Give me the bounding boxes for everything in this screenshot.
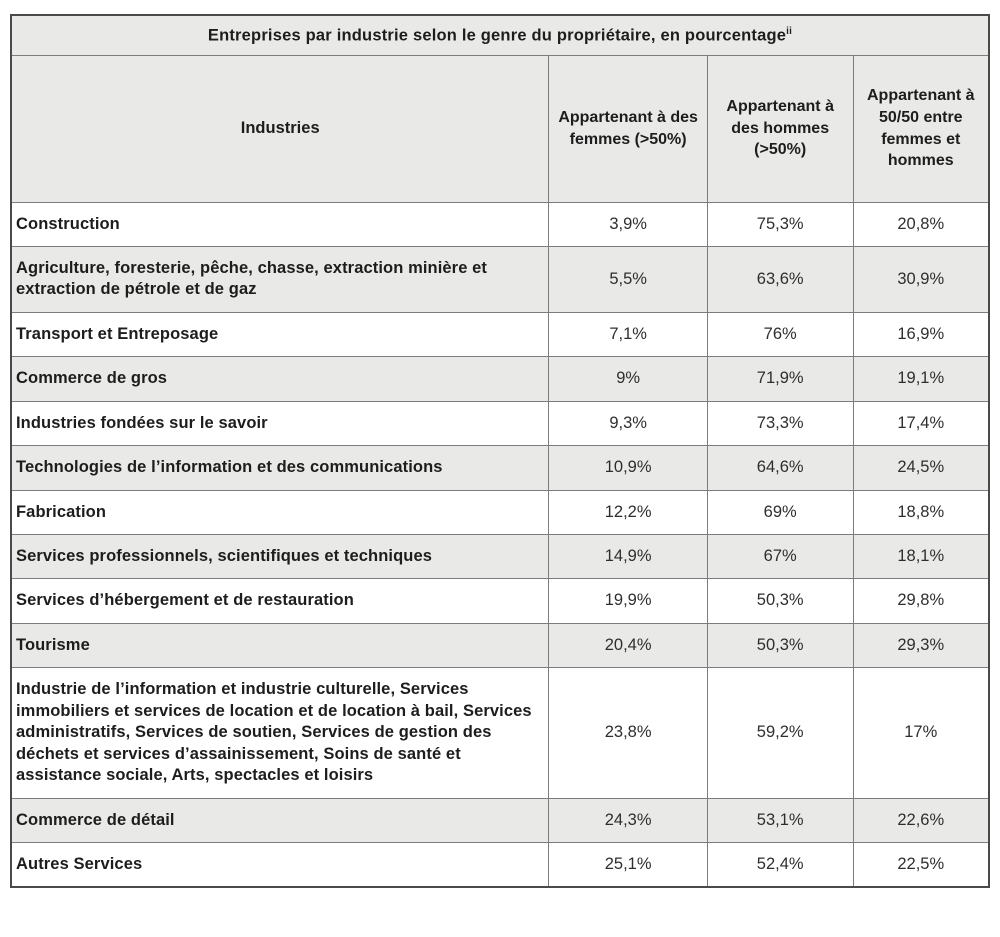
value-cell-equal: 22,5% <box>852 841 990 888</box>
table-row: Construction 3,9% 75,3% 20,8% <box>10 201 990 247</box>
industry-cell: Tourisme <box>10 622 550 669</box>
table-row: Tourisme 20,4% 50,3% 29,3% <box>10 622 990 669</box>
value-cell-women: 9,3% <box>548 400 708 447</box>
column-header-equal-owned: Appartenant à 50/50 entre femmes et homm… <box>852 54 990 203</box>
value-cell-men: 50,3% <box>706 578 854 624</box>
value-cell-men: 75,3% <box>706 201 854 247</box>
column-header-women-owned: Appartenant à des femmes (>50%) <box>548 54 708 203</box>
value-cell-women: 24,3% <box>548 797 708 843</box>
value-cell-equal: 18,1% <box>852 533 990 580</box>
value-cell-women: 19,9% <box>548 578 708 624</box>
value-cell-equal: 18,8% <box>852 489 990 536</box>
industry-cell: Industries fondées sur le savoir <box>10 400 550 447</box>
table-title: Entreprises par industrie selon le genre… <box>10 14 990 56</box>
value-cell-equal: 19,1% <box>852 356 990 402</box>
column-header-men-owned: Appartenant à des hommes (>50%) <box>706 54 854 203</box>
table-row: Technologies de l’information et des com… <box>10 445 990 491</box>
industry-cell: Commerce de détail <box>10 797 550 843</box>
value-cell-women: 3,9% <box>548 201 708 247</box>
value-cell-women: 9% <box>548 356 708 402</box>
value-cell-men: 52,4% <box>706 841 854 888</box>
value-cell-men: 76% <box>706 311 854 358</box>
value-cell-equal: 29,8% <box>852 578 990 624</box>
industry-cell: Agriculture, foresterie, pêche, chasse, … <box>10 245 550 313</box>
industry-cell: Autres Services <box>10 841 550 888</box>
table-row: Industrie de l’information et industrie … <box>10 667 990 799</box>
value-cell-equal: 24,5% <box>852 445 990 491</box>
value-cell-equal: 17,4% <box>852 400 990 447</box>
value-cell-equal: 16,9% <box>852 311 990 358</box>
value-cell-men: 59,2% <box>706 667 854 799</box>
value-cell-men: 69% <box>706 489 854 536</box>
industry-cell: Industrie de l’information et industrie … <box>10 667 550 799</box>
value-cell-men: 71,9% <box>706 356 854 402</box>
table-row: Commerce de détail 24,3% 53,1% 22,6% <box>10 797 990 843</box>
value-cell-equal: 22,6% <box>852 797 990 843</box>
value-cell-equal: 17% <box>852 667 990 799</box>
table-row: Services d’hébergement et de restauratio… <box>10 578 990 624</box>
value-cell-women: 23,8% <box>548 667 708 799</box>
value-cell-women: 10,9% <box>548 445 708 491</box>
industry-cell: Services d’hébergement et de restauratio… <box>10 578 550 624</box>
title-footnote-marker: ii <box>786 25 793 37</box>
value-cell-equal: 29,3% <box>852 622 990 669</box>
industry-cell: Commerce de gros <box>10 356 550 402</box>
value-cell-women: 5,5% <box>548 245 708 313</box>
table-row: Agriculture, foresterie, pêche, chasse, … <box>10 245 990 313</box>
value-cell-men: 73,3% <box>706 400 854 447</box>
table-row: Transport et Entreposage 7,1% 76% 16,9% <box>10 311 990 358</box>
table-title-text: Entreprises par industrie selon le genre… <box>207 26 787 44</box>
table-row: Services professionnels, scientifiques e… <box>10 533 990 580</box>
value-cell-women: 20,4% <box>548 622 708 669</box>
table-row: Autres Services 25,1% 52,4% 22,5% <box>10 841 990 888</box>
value-cell-equal: 30,9% <box>852 245 990 313</box>
industry-cell: Services professionnels, scientifiques e… <box>10 533 550 580</box>
value-cell-men: 64,6% <box>706 445 854 491</box>
table-title-row: Entreprises par industrie selon le genre… <box>10 14 990 56</box>
industry-cell: Technologies de l’information et des com… <box>10 445 550 491</box>
industry-gender-table: Entreprises par industrie selon le genre… <box>10 14 990 889</box>
value-cell-women: 7,1% <box>548 311 708 358</box>
table-row: Industries fondées sur le savoir 9,3% 73… <box>10 400 990 447</box>
table-row: Commerce de gros 9% 71,9% 19,1% <box>10 356 990 402</box>
value-cell-men: 53,1% <box>706 797 854 843</box>
value-cell-women: 25,1% <box>548 841 708 888</box>
column-header-industries: Industries <box>10 54 550 203</box>
industry-cell: Fabrication <box>10 489 550 536</box>
value-cell-equal: 20,8% <box>852 201 990 247</box>
table-header-row: Industries Appartenant à des femmes (>50… <box>10 54 990 203</box>
value-cell-women: 12,2% <box>548 489 708 536</box>
value-cell-men: 67% <box>706 533 854 580</box>
industry-cell: Construction <box>10 201 550 247</box>
value-cell-men: 63,6% <box>706 245 854 313</box>
value-cell-men: 50,3% <box>706 622 854 669</box>
value-cell-women: 14,9% <box>548 533 708 580</box>
table-row: Fabrication 12,2% 69% 18,8% <box>10 489 990 536</box>
industry-cell: Transport et Entreposage <box>10 311 550 358</box>
